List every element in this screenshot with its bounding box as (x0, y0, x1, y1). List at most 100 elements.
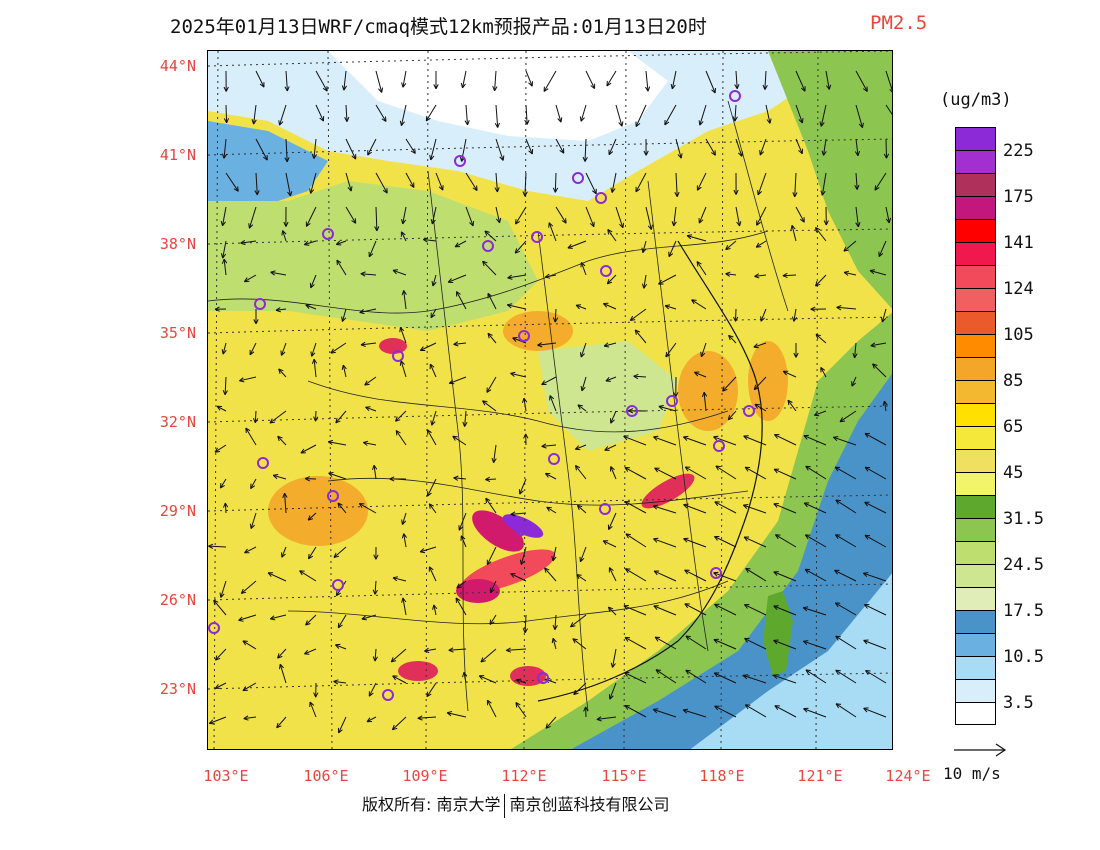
wind-arrow-head (545, 725, 551, 729)
wind-arrow (624, 672, 647, 684)
wind-arrow-head (560, 117, 563, 123)
colorbar-label: 85 (1003, 371, 1024, 391)
wind-arrow-head (798, 119, 803, 124)
wind-arrow (835, 669, 857, 684)
wind-arrow (764, 70, 767, 90)
wind-arrow (328, 472, 347, 480)
wind-arrow-head (494, 187, 498, 193)
wind-arrow (602, 540, 617, 548)
wind-arrow-head (360, 344, 366, 347)
wind-arrow (313, 138, 317, 159)
wind-arrow-head (810, 308, 816, 312)
wind-arrow (834, 569, 857, 582)
wind-arrow-head (243, 277, 248, 282)
wind-arrow-head (757, 191, 763, 196)
wind-arrow-head (395, 416, 398, 422)
wind-arrow-head (313, 692, 317, 698)
wind-arrow-head (487, 332, 493, 336)
wind-arrow (775, 534, 797, 548)
wind-arrow (805, 669, 827, 684)
wind-arrow-head (757, 189, 759, 195)
wind-arrow-head (759, 151, 765, 156)
wind-arrow-head (506, 647, 511, 651)
wind-arrow-head (864, 466, 869, 472)
wind-arrow-head (625, 533, 631, 536)
wind-arrow-head (392, 576, 398, 579)
wind-arrow (367, 138, 377, 156)
wind-arrow (635, 104, 647, 127)
wind-arrow-head (489, 621, 495, 625)
wind-arrow-head (507, 274, 512, 279)
wind-arrow (624, 467, 647, 480)
wind-arrow-head (286, 157, 290, 163)
wind-arrow-head (815, 334, 819, 340)
northeast-green-region (768, 51, 892, 309)
wind-arrow-head (625, 533, 629, 539)
wind-arrow-head (520, 560, 525, 565)
colorbar-cell (955, 702, 996, 725)
wind-arrow (869, 270, 887, 276)
wind-arrow (430, 308, 437, 318)
wind-arrow-head (308, 553, 310, 559)
wind-arrow (267, 572, 287, 582)
wind-arrow-head (336, 244, 342, 246)
wind-arrow-head (673, 392, 677, 398)
wind-arrow (335, 644, 347, 650)
wind-arrow (754, 403, 767, 412)
wind-arrow (456, 291, 467, 310)
wind-arrow-head (863, 640, 868, 645)
colorbar-label: 31.5 (1003, 509, 1044, 529)
wind-arrow-head (548, 222, 554, 227)
wind-arrow (432, 274, 437, 287)
wind-arrow-head (333, 555, 340, 558)
wind-arrow-head (303, 240, 309, 245)
wind-arrow-head (515, 220, 520, 225)
wind-arrow-head (682, 709, 688, 714)
wind-arrow-head (537, 342, 542, 346)
wind-arrow-head (815, 227, 818, 233)
wind-arrow (555, 104, 562, 123)
wind-arrow-head (580, 117, 585, 122)
wind-arrow-head (278, 368, 281, 374)
colorbar-cell (955, 426, 996, 449)
wind-arrow-head (653, 537, 659, 540)
wind-arrow-head (821, 190, 826, 196)
wind-arrow-head (694, 371, 699, 377)
wind-arrow (402, 206, 407, 224)
wind-arrow (423, 239, 437, 242)
wind-arrow-head (803, 502, 808, 508)
colorbar-cell (955, 311, 996, 334)
wind-arrow-head (464, 422, 468, 427)
wind-arrow-head (798, 150, 803, 155)
wind-arrow-head (576, 574, 582, 576)
wind-arrow (514, 240, 527, 254)
wind-arrow (545, 716, 557, 729)
wind-arrow-head (725, 248, 731, 251)
wind-arrow-head (522, 397, 525, 404)
wind-arrow-head (410, 150, 416, 154)
wind-arrow-head (363, 440, 369, 443)
wind-arrow-head (490, 589, 495, 594)
wind-arrow-head (507, 303, 513, 306)
colorbar-label: 175 (1003, 187, 1034, 207)
wind-arrow-head (674, 192, 678, 197)
lat-label-23: 23°N (159, 680, 196, 698)
wind-arrow-head (756, 246, 762, 248)
wind-arrow-head (864, 433, 869, 438)
wind-arrow (756, 206, 767, 226)
wind-arrow-head (686, 235, 692, 240)
wind-arrow-head (281, 351, 286, 356)
wind-arrow-head (836, 306, 842, 311)
wind-arrow (248, 206, 257, 229)
wind-arrow-head (647, 225, 652, 230)
wind-arrow (606, 70, 617, 87)
wind-arrow-head (426, 117, 431, 122)
wind-arrow-head (402, 520, 407, 525)
wind-arrow (727, 410, 737, 421)
wind-arrow (304, 648, 317, 655)
wind-arrow (305, 304, 317, 310)
wind-arrow-head (523, 397, 528, 403)
wind-arrow-head (608, 526, 613, 530)
wind-arrow (224, 502, 227, 514)
wind-arrow (543, 70, 557, 92)
